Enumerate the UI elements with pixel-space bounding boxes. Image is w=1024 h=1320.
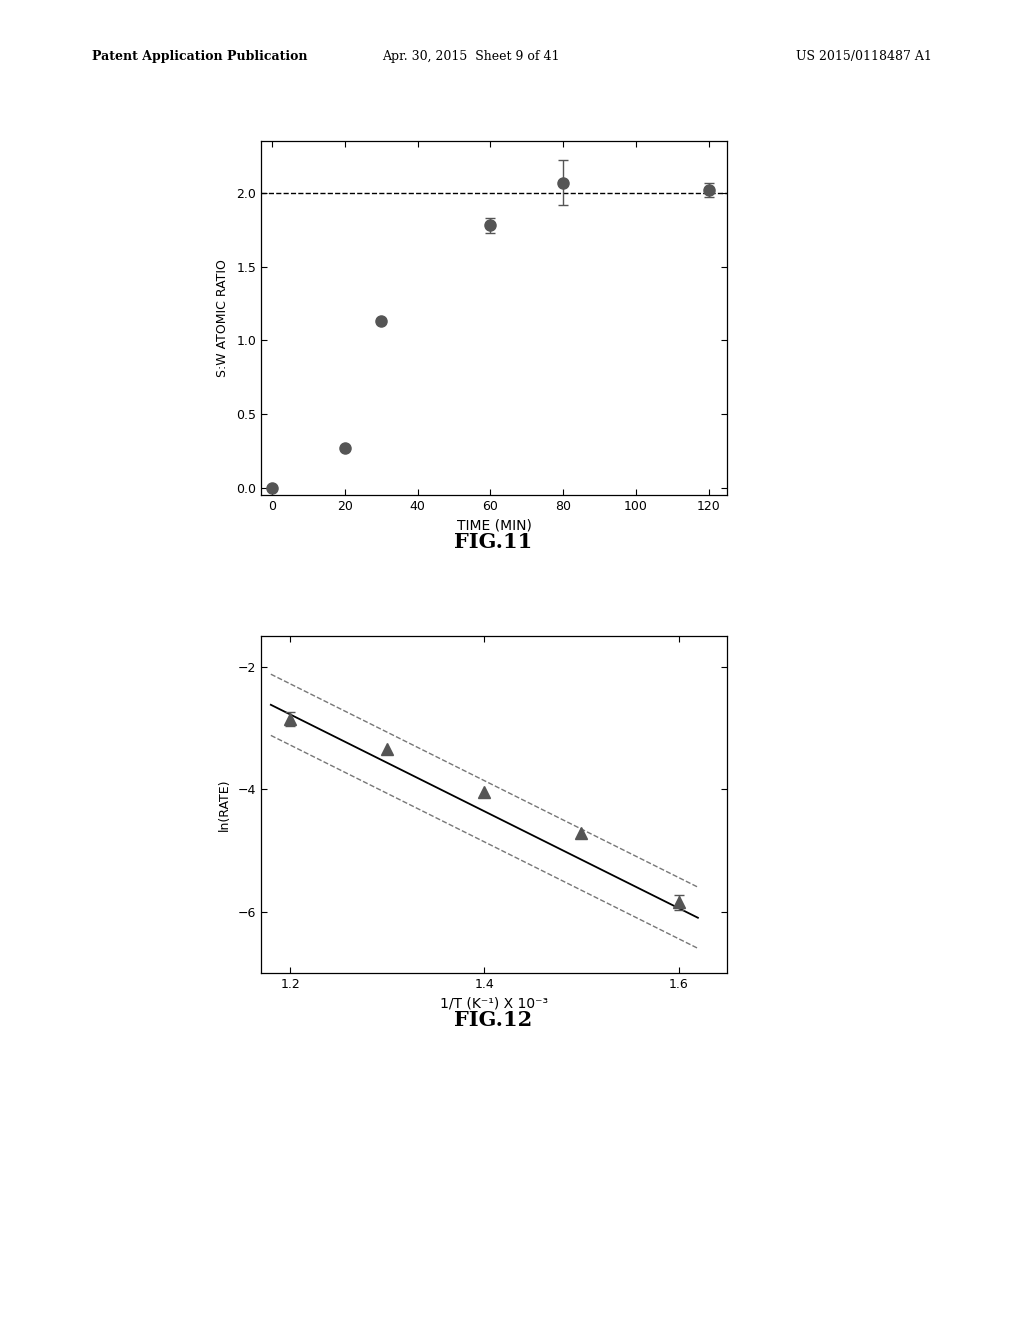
Text: Apr. 30, 2015  Sheet 9 of 41: Apr. 30, 2015 Sheet 9 of 41 (382, 50, 560, 63)
X-axis label: TIME (MIN): TIME (MIN) (457, 519, 531, 532)
Y-axis label: S:W ATOMIC RATIO: S:W ATOMIC RATIO (216, 259, 229, 378)
X-axis label: 1/T (K⁻¹) X 10⁻³: 1/T (K⁻¹) X 10⁻³ (440, 997, 548, 1010)
Text: Patent Application Publication: Patent Application Publication (92, 50, 307, 63)
Y-axis label: ln(RATE): ln(RATE) (218, 779, 231, 830)
Text: FIG.11: FIG.11 (455, 532, 532, 552)
Text: US 2015/0118487 A1: US 2015/0118487 A1 (796, 50, 932, 63)
Text: FIG.12: FIG.12 (455, 1010, 532, 1030)
